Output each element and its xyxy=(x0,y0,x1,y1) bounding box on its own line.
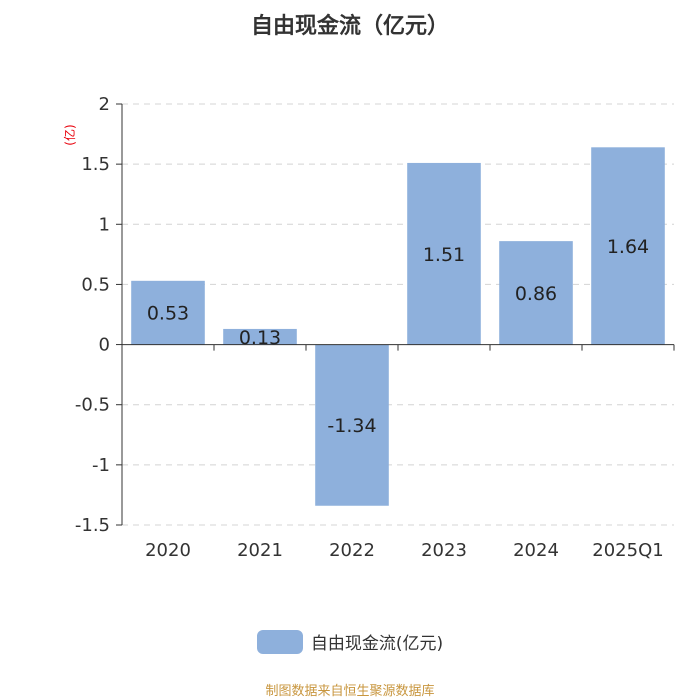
bar-2025Q1 xyxy=(591,147,665,345)
legend-swatch xyxy=(256,629,303,654)
bar-2023 xyxy=(407,162,481,345)
data-label-2023: 1.51 xyxy=(423,244,465,266)
x-tick-label: 2020 xyxy=(145,540,191,561)
x-tick-label: 2022 xyxy=(329,540,375,561)
legend-label: 自由现金流(亿元) xyxy=(310,634,444,654)
axes xyxy=(116,103,675,526)
data-label-2025Q1: 1.64 xyxy=(607,236,649,258)
y-tick-label: 0.5 xyxy=(81,274,110,295)
bar-2024 xyxy=(499,241,573,345)
data-label-2024: 0.86 xyxy=(515,283,557,305)
source-footer: 制图数据来自恒生聚源数据库 xyxy=(265,684,435,699)
bar-2022 xyxy=(315,344,389,506)
gridlines xyxy=(122,103,674,526)
y-axis-label: (亿) xyxy=(62,124,77,145)
data-label-2022: -1.34 xyxy=(327,415,376,437)
y-tick-label: 2 xyxy=(99,94,110,115)
x-tick-label: 2024 xyxy=(513,540,559,561)
y-tick-label: -1.5 xyxy=(75,515,110,536)
y-tick-label: 1 xyxy=(99,214,110,235)
data-label-2020: 0.53 xyxy=(147,303,189,325)
y-tick-label: -0.5 xyxy=(75,395,110,416)
y-tick-label: -1 xyxy=(92,455,110,476)
y-tick-label: 0 xyxy=(99,335,110,356)
bar-2020 xyxy=(131,280,205,345)
labels: 21.510.50-0.5-1-1.50.5320200.132021-1.34… xyxy=(75,94,664,561)
x-tick-label: 2023 xyxy=(421,540,467,561)
x-tick-label: 2021 xyxy=(237,540,283,561)
legend: 自由现金流(亿元) xyxy=(0,629,700,654)
bar-2021 xyxy=(223,328,297,345)
bars xyxy=(131,147,665,506)
x-tick-label: 2025Q1 xyxy=(592,540,663,561)
data-label-2021: 0.13 xyxy=(239,327,281,349)
chart-title: 自由现金流（亿元） xyxy=(250,14,449,39)
y-tick-label: 1.5 xyxy=(81,154,110,175)
